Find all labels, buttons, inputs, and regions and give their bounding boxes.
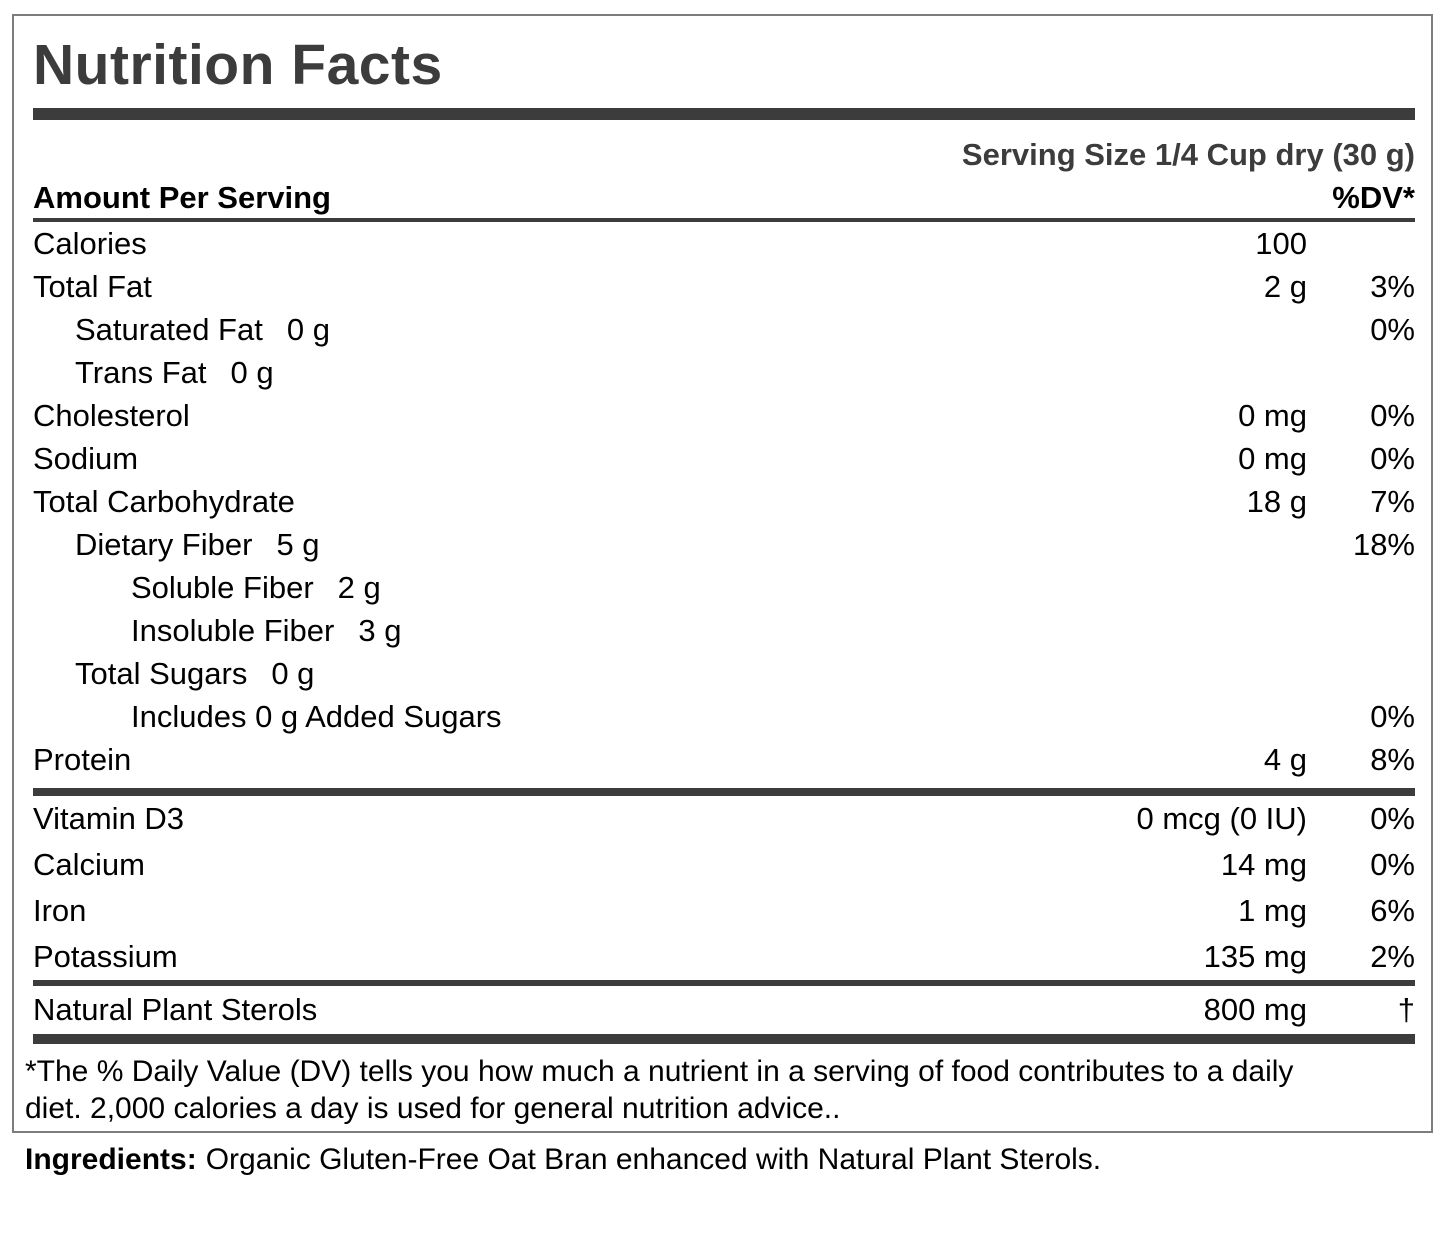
nutrient-row-added-sugars: Includes 0 g Added Sugars 0% xyxy=(33,695,1415,738)
nutrient-row-protein: Protein 4 g 8% xyxy=(33,738,1415,781)
nutrient-name: Protein xyxy=(33,742,132,777)
nutrient-dv xyxy=(1307,222,1415,265)
nutrient-dv: 18% xyxy=(1352,527,1415,562)
ingredients-text: Organic Gluten-Free Oat Bran enhanced wi… xyxy=(205,1143,1102,1176)
nutrient-row-total-fat: Total Fat 2 g 3% xyxy=(33,265,1415,308)
nutrient-amount: 4 g xyxy=(1263,742,1307,777)
amount-per-serving-header: Amount Per Serving xyxy=(33,180,331,215)
nutrient-name: Calories xyxy=(33,226,147,261)
nutrient-dv: 6% xyxy=(1370,893,1415,928)
nutrient-name: Total Sugars xyxy=(75,656,248,691)
nutrient-row-total-sugars: Total Sugars 0 g xyxy=(33,652,1415,695)
nutrient-dv xyxy=(1307,566,1415,609)
dv-footnote: *The % Daily Value (DV) tells you how mu… xyxy=(25,1053,1415,1127)
nutrient-inline-amount: 0 g xyxy=(271,656,315,691)
nutrient-row-potassium: Potassium 135 mg 2% xyxy=(33,934,1415,980)
nutrient-name: Iron xyxy=(33,893,87,928)
nutrient-name: Soluble Fiber xyxy=(131,570,314,605)
nutrient-dv: 7% xyxy=(1370,484,1415,519)
nutrient-dv xyxy=(1307,609,1415,652)
nutrient-name: Trans Fat xyxy=(75,355,207,390)
nutrient-dv-dagger: † xyxy=(1397,992,1415,1027)
micronutrient-rows: Vitamin D3 0 mcg (0 IU) 0% Calcium 14 mg… xyxy=(33,796,1415,980)
dv-header: %DV* xyxy=(1332,180,1415,215)
nutrient-dv: 8% xyxy=(1370,742,1415,777)
nutrient-amount: 0 mg xyxy=(1238,441,1307,476)
nutrient-dv: 0% xyxy=(1370,312,1415,347)
nutrient-amount: 135 mg xyxy=(1203,939,1307,974)
divider-title-thick xyxy=(33,108,1415,120)
nutrient-inline-amount: 5 g xyxy=(276,527,320,562)
panel-title: Nutrition Facts xyxy=(33,33,443,97)
nutrient-inline-amount: 2 g xyxy=(337,570,381,605)
nutrient-name: Dietary Fiber xyxy=(75,527,253,562)
nutrient-name: Calcium xyxy=(33,847,145,882)
serving-size: Serving Size 1/4 Cup dry (30 g) xyxy=(961,137,1415,172)
nutrient-name: Total Carbohydrate xyxy=(33,484,295,519)
nutrient-row-cholesterol: Cholesterol 0 mg 0% xyxy=(33,394,1415,437)
nutrient-amount: 18 g xyxy=(1246,484,1307,519)
nutrient-row-calcium: Calcium 14 mg 0% xyxy=(33,842,1415,888)
nutrient-amount: 2 g xyxy=(1263,269,1307,304)
nutrient-name: Insoluble Fiber xyxy=(131,613,335,648)
ingredients-line: Ingredients: Organic Gluten-Free Oat Bran… xyxy=(25,1142,1101,1178)
nutrient-row-trans-fat: Trans Fat 0 g xyxy=(33,351,1415,394)
divider-potassium xyxy=(33,980,1415,986)
nutrient-name: Natural Plant Sterols xyxy=(33,992,318,1027)
nutrient-row-sodium: Sodium 0 mg 0% xyxy=(33,437,1415,480)
dv-footnote-line2: diet. 2,000 calories a day is used for g… xyxy=(25,1092,841,1125)
nutrient-row-saturated-fat: Saturated Fat 0 g 0% xyxy=(33,308,1415,351)
nutrient-name: Sodium xyxy=(33,441,139,476)
nutrient-dv: 0% xyxy=(1370,847,1415,882)
nutrient-row-insoluble-fiber: Insoluble Fiber 3 g xyxy=(33,609,1415,652)
nutrient-name: Potassium xyxy=(33,939,178,974)
ingredients-label: Ingredients: xyxy=(25,1143,197,1176)
nutrient-name: Cholesterol xyxy=(33,398,190,433)
nutrient-row-dietary-fiber: Dietary Fiber 5 g 18% xyxy=(33,523,1415,566)
nutrient-row-total-carbohydrate: Total Carbohydrate 18 g 7% xyxy=(33,480,1415,523)
divider-protein-thick xyxy=(33,788,1415,796)
nutrient-amount: 800 mg xyxy=(1203,992,1307,1027)
nutrient-name: Total Fat xyxy=(33,269,152,304)
nutrient-amount: 1 mg xyxy=(1238,893,1307,928)
nutrient-dv: 0% xyxy=(1370,441,1415,476)
column-header-row: Amount Per Serving %DV* xyxy=(33,181,1415,215)
nutrition-facts-panel: Nutrition Facts Serving Size 1/4 Cup dry… xyxy=(12,14,1433,1133)
nutrient-dv: 3% xyxy=(1370,269,1415,304)
nutrient-dv: 2% xyxy=(1370,939,1415,974)
divider-sterols-thick xyxy=(33,1034,1415,1044)
nutrient-dv: 0% xyxy=(1370,699,1415,734)
nutrient-name: Vitamin D3 xyxy=(33,801,185,836)
nutrient-dv: 0% xyxy=(1370,801,1415,836)
nutrient-inline-amount: 0 g xyxy=(286,312,330,347)
nutrient-amount: 0 mcg (0 IU) xyxy=(1136,801,1307,836)
nutrient-rows: Calories 100 Total Fat 2 g 3% Saturated … xyxy=(33,222,1415,781)
nutrient-inline-amount: 0 g xyxy=(230,355,274,390)
nutrient-amount: 0 mg xyxy=(1238,398,1307,433)
nutrient-inline-amount: 3 g xyxy=(358,613,402,648)
nutrient-dv xyxy=(1307,351,1415,394)
nutrient-name: Includes 0 g Added Sugars xyxy=(131,699,502,734)
nutrient-name: Saturated Fat xyxy=(75,312,263,347)
dv-footnote-line1: *The % Daily Value (DV) tells you how mu… xyxy=(25,1055,1294,1088)
nutrient-dv xyxy=(1307,652,1415,695)
nutrient-amount: 14 mg xyxy=(1220,847,1307,882)
nutrient-row-soluble-fiber: Soluble Fiber 2 g xyxy=(33,566,1415,609)
nutrient-row-calories: Calories 100 xyxy=(33,222,1415,265)
nutrient-row-plant-sterols: Natural Plant Sterols 800 mg † xyxy=(33,986,1415,1034)
nutrient-row-iron: Iron 1 mg 6% xyxy=(33,888,1415,934)
divider-header xyxy=(33,218,1415,222)
nutrient-amount: 100 xyxy=(1255,226,1307,261)
nutrient-row-vitamin-d3: Vitamin D3 0 mcg (0 IU) 0% xyxy=(33,796,1415,842)
nutrient-dv: 0% xyxy=(1370,398,1415,433)
